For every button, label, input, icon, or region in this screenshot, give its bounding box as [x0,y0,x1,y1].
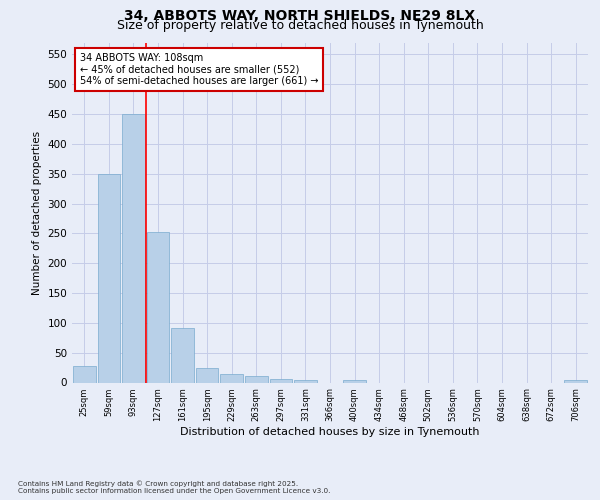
Bar [98,174,120,382]
Bar [294,380,317,382]
Bar [196,368,218,382]
Bar [73,366,95,382]
Y-axis label: Number of detached properties: Number of detached properties [32,130,42,294]
Bar [343,380,366,382]
Bar [245,376,268,382]
Text: 34 ABBOTS WAY: 108sqm
← 45% of detached houses are smaller (552)
54% of semi-det: 34 ABBOTS WAY: 108sqm ← 45% of detached … [80,52,318,86]
Bar [171,328,194,382]
Text: 34, ABBOTS WAY, NORTH SHIELDS, NE29 8LX: 34, ABBOTS WAY, NORTH SHIELDS, NE29 8LX [124,9,476,23]
Bar [146,232,169,382]
Text: Size of property relative to detached houses in Tynemouth: Size of property relative to detached ho… [116,19,484,32]
Bar [269,379,292,382]
Text: Contains HM Land Registry data © Crown copyright and database right 2025.
Contai: Contains HM Land Registry data © Crown c… [18,480,331,494]
Bar [565,380,587,382]
Bar [122,114,145,382]
Bar [220,374,243,382]
X-axis label: Distribution of detached houses by size in Tynemouth: Distribution of detached houses by size … [180,427,480,437]
